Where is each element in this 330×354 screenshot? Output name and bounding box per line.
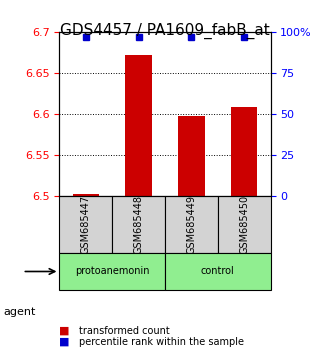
FancyBboxPatch shape (59, 196, 112, 253)
Text: protoanemonin: protoanemonin (75, 267, 149, 276)
FancyBboxPatch shape (218, 196, 271, 253)
FancyBboxPatch shape (59, 253, 165, 290)
Text: GDS4457 / PA1609_fabB_at: GDS4457 / PA1609_fabB_at (60, 23, 270, 39)
Text: GSM685450: GSM685450 (239, 195, 249, 254)
Text: percentile rank within the sample: percentile rank within the sample (79, 337, 244, 347)
Bar (178, 116, 205, 196)
Text: transformed count: transformed count (79, 326, 170, 336)
Bar (73, 194, 99, 196)
FancyBboxPatch shape (165, 196, 218, 253)
Bar (231, 107, 257, 196)
FancyBboxPatch shape (112, 196, 165, 253)
Text: control: control (201, 267, 235, 276)
Text: GSM685447: GSM685447 (81, 195, 91, 254)
Text: agent: agent (3, 307, 36, 316)
Text: ■: ■ (59, 337, 70, 347)
Text: GSM685448: GSM685448 (134, 195, 144, 254)
Text: GSM685449: GSM685449 (186, 195, 196, 254)
FancyBboxPatch shape (165, 253, 271, 290)
Bar (125, 55, 152, 196)
Text: ■: ■ (59, 326, 70, 336)
